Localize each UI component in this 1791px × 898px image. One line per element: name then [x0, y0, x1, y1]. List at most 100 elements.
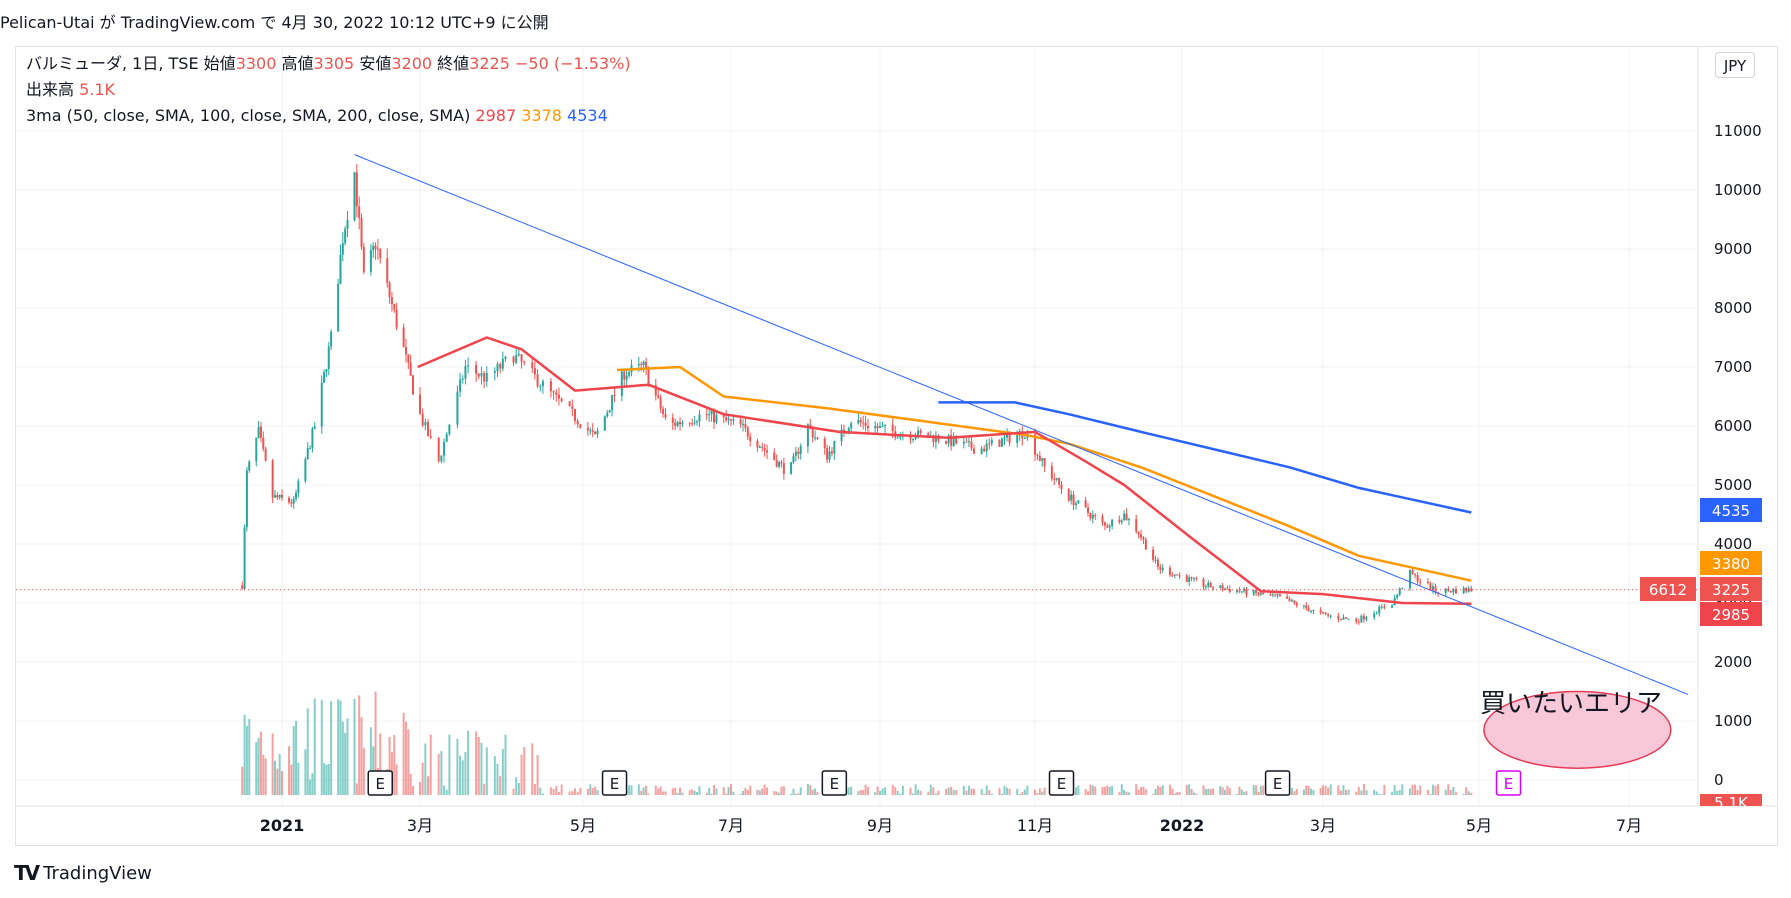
volume-bar [557, 792, 560, 795]
volume-bar [676, 792, 679, 795]
volume-bar [679, 787, 682, 795]
publisher-name[interactable]: Pelican-Utai [0, 13, 95, 32]
volume-bar [983, 793, 986, 795]
volume-bar [705, 792, 708, 795]
volume-bar [659, 786, 662, 795]
candle [1043, 458, 1046, 467]
volume-bar [571, 791, 574, 795]
candle [664, 413, 667, 418]
earnings-marker [1264, 770, 1291, 796]
candle [1310, 610, 1313, 612]
volume-bar [809, 785, 812, 795]
volume-bar [1391, 791, 1394, 795]
candle [1462, 587, 1465, 594]
candle [950, 435, 953, 446]
volume-bar [295, 720, 298, 795]
tradingview-footer[interactable]: TV TradingView [14, 859, 152, 887]
candle [320, 382, 323, 427]
candle [390, 297, 393, 305]
candle [1003, 437, 1006, 439]
low-value: 3200 [391, 54, 433, 73]
volume-bar [1243, 791, 1246, 795]
candle [1347, 618, 1350, 620]
candle [346, 220, 349, 229]
candle [603, 416, 606, 431]
candle [541, 381, 544, 387]
site-name[interactable]: TradingView.com [120, 13, 256, 32]
candle [763, 448, 766, 451]
earnings-marker [367, 770, 393, 796]
volume-bar [914, 784, 917, 795]
volume-bar [523, 747, 526, 795]
candle [891, 424, 894, 432]
candle [1337, 615, 1340, 620]
volume-bar [1018, 793, 1021, 795]
candle [376, 248, 379, 250]
candle [1125, 513, 1128, 521]
candle [395, 309, 398, 328]
candle [792, 456, 795, 463]
volume-bar [1310, 788, 1313, 795]
candle [1070, 494, 1073, 501]
candle [696, 421, 699, 423]
volume-bar [782, 786, 785, 795]
volume-bar [379, 733, 382, 795]
volume-bar [424, 743, 427, 795]
volume-bar [647, 793, 650, 795]
candle [477, 373, 480, 377]
candle [628, 372, 631, 376]
volume-bar [475, 731, 478, 795]
volume-bar [742, 790, 745, 795]
volume-bar [520, 754, 523, 795]
volume-bar [645, 785, 648, 795]
candle [1454, 589, 1457, 594]
volume-bar [549, 787, 552, 795]
volume-bar [739, 793, 742, 795]
candle [1288, 598, 1291, 602]
candle [248, 461, 251, 471]
candle [642, 361, 645, 365]
volume-bar [421, 762, 424, 795]
ma-indicator-label[interactable]: 3ma (50, close, SMA, 100, close, SMA, 20… [26, 106, 471, 125]
candle [881, 425, 884, 427]
ma50-price-badge: 2985 [1712, 606, 1750, 624]
volume-bar [358, 695, 361, 795]
volume-bar [461, 760, 464, 795]
candle [1089, 513, 1092, 519]
volume-bar [1262, 785, 1265, 795]
publish-date: 4月 30, 2022 10:12 UTC+9 [281, 13, 496, 32]
candle [766, 450, 769, 453]
volume-bar [1444, 789, 1447, 795]
close-price-badge: 3225 [1712, 581, 1750, 599]
volume-bar [1257, 791, 1260, 795]
volume-bar [344, 732, 347, 795]
candle [919, 430, 922, 434]
candle [241, 585, 244, 589]
candle [358, 206, 361, 218]
volume-bar [919, 790, 922, 795]
volume-bar [288, 746, 291, 795]
candle [1060, 484, 1063, 490]
earnings-marker [601, 770, 628, 796]
volume-bar [1006, 787, 1009, 795]
volume-bar [1120, 784, 1123, 795]
candle [1137, 531, 1140, 535]
symbol-info[interactable]: バルミューダ, 1日, TSE [26, 54, 199, 73]
volume-bar [533, 783, 536, 795]
volume-label[interactable]: 出来高 [26, 80, 75, 99]
candle [594, 431, 597, 435]
candle [404, 346, 407, 355]
ma50-value: 2987 [475, 106, 517, 125]
volume-bar [862, 789, 865, 795]
candle [1127, 519, 1130, 521]
candle [1168, 567, 1171, 576]
candle [1038, 455, 1041, 461]
candle [1324, 612, 1327, 615]
candle [579, 424, 582, 428]
currency-button[interactable]: JPY [1715, 52, 1755, 78]
volume-bar [1185, 785, 1188, 795]
volume-bar [1021, 791, 1024, 795]
candle [947, 435, 950, 444]
volume-bar [1431, 784, 1434, 795]
